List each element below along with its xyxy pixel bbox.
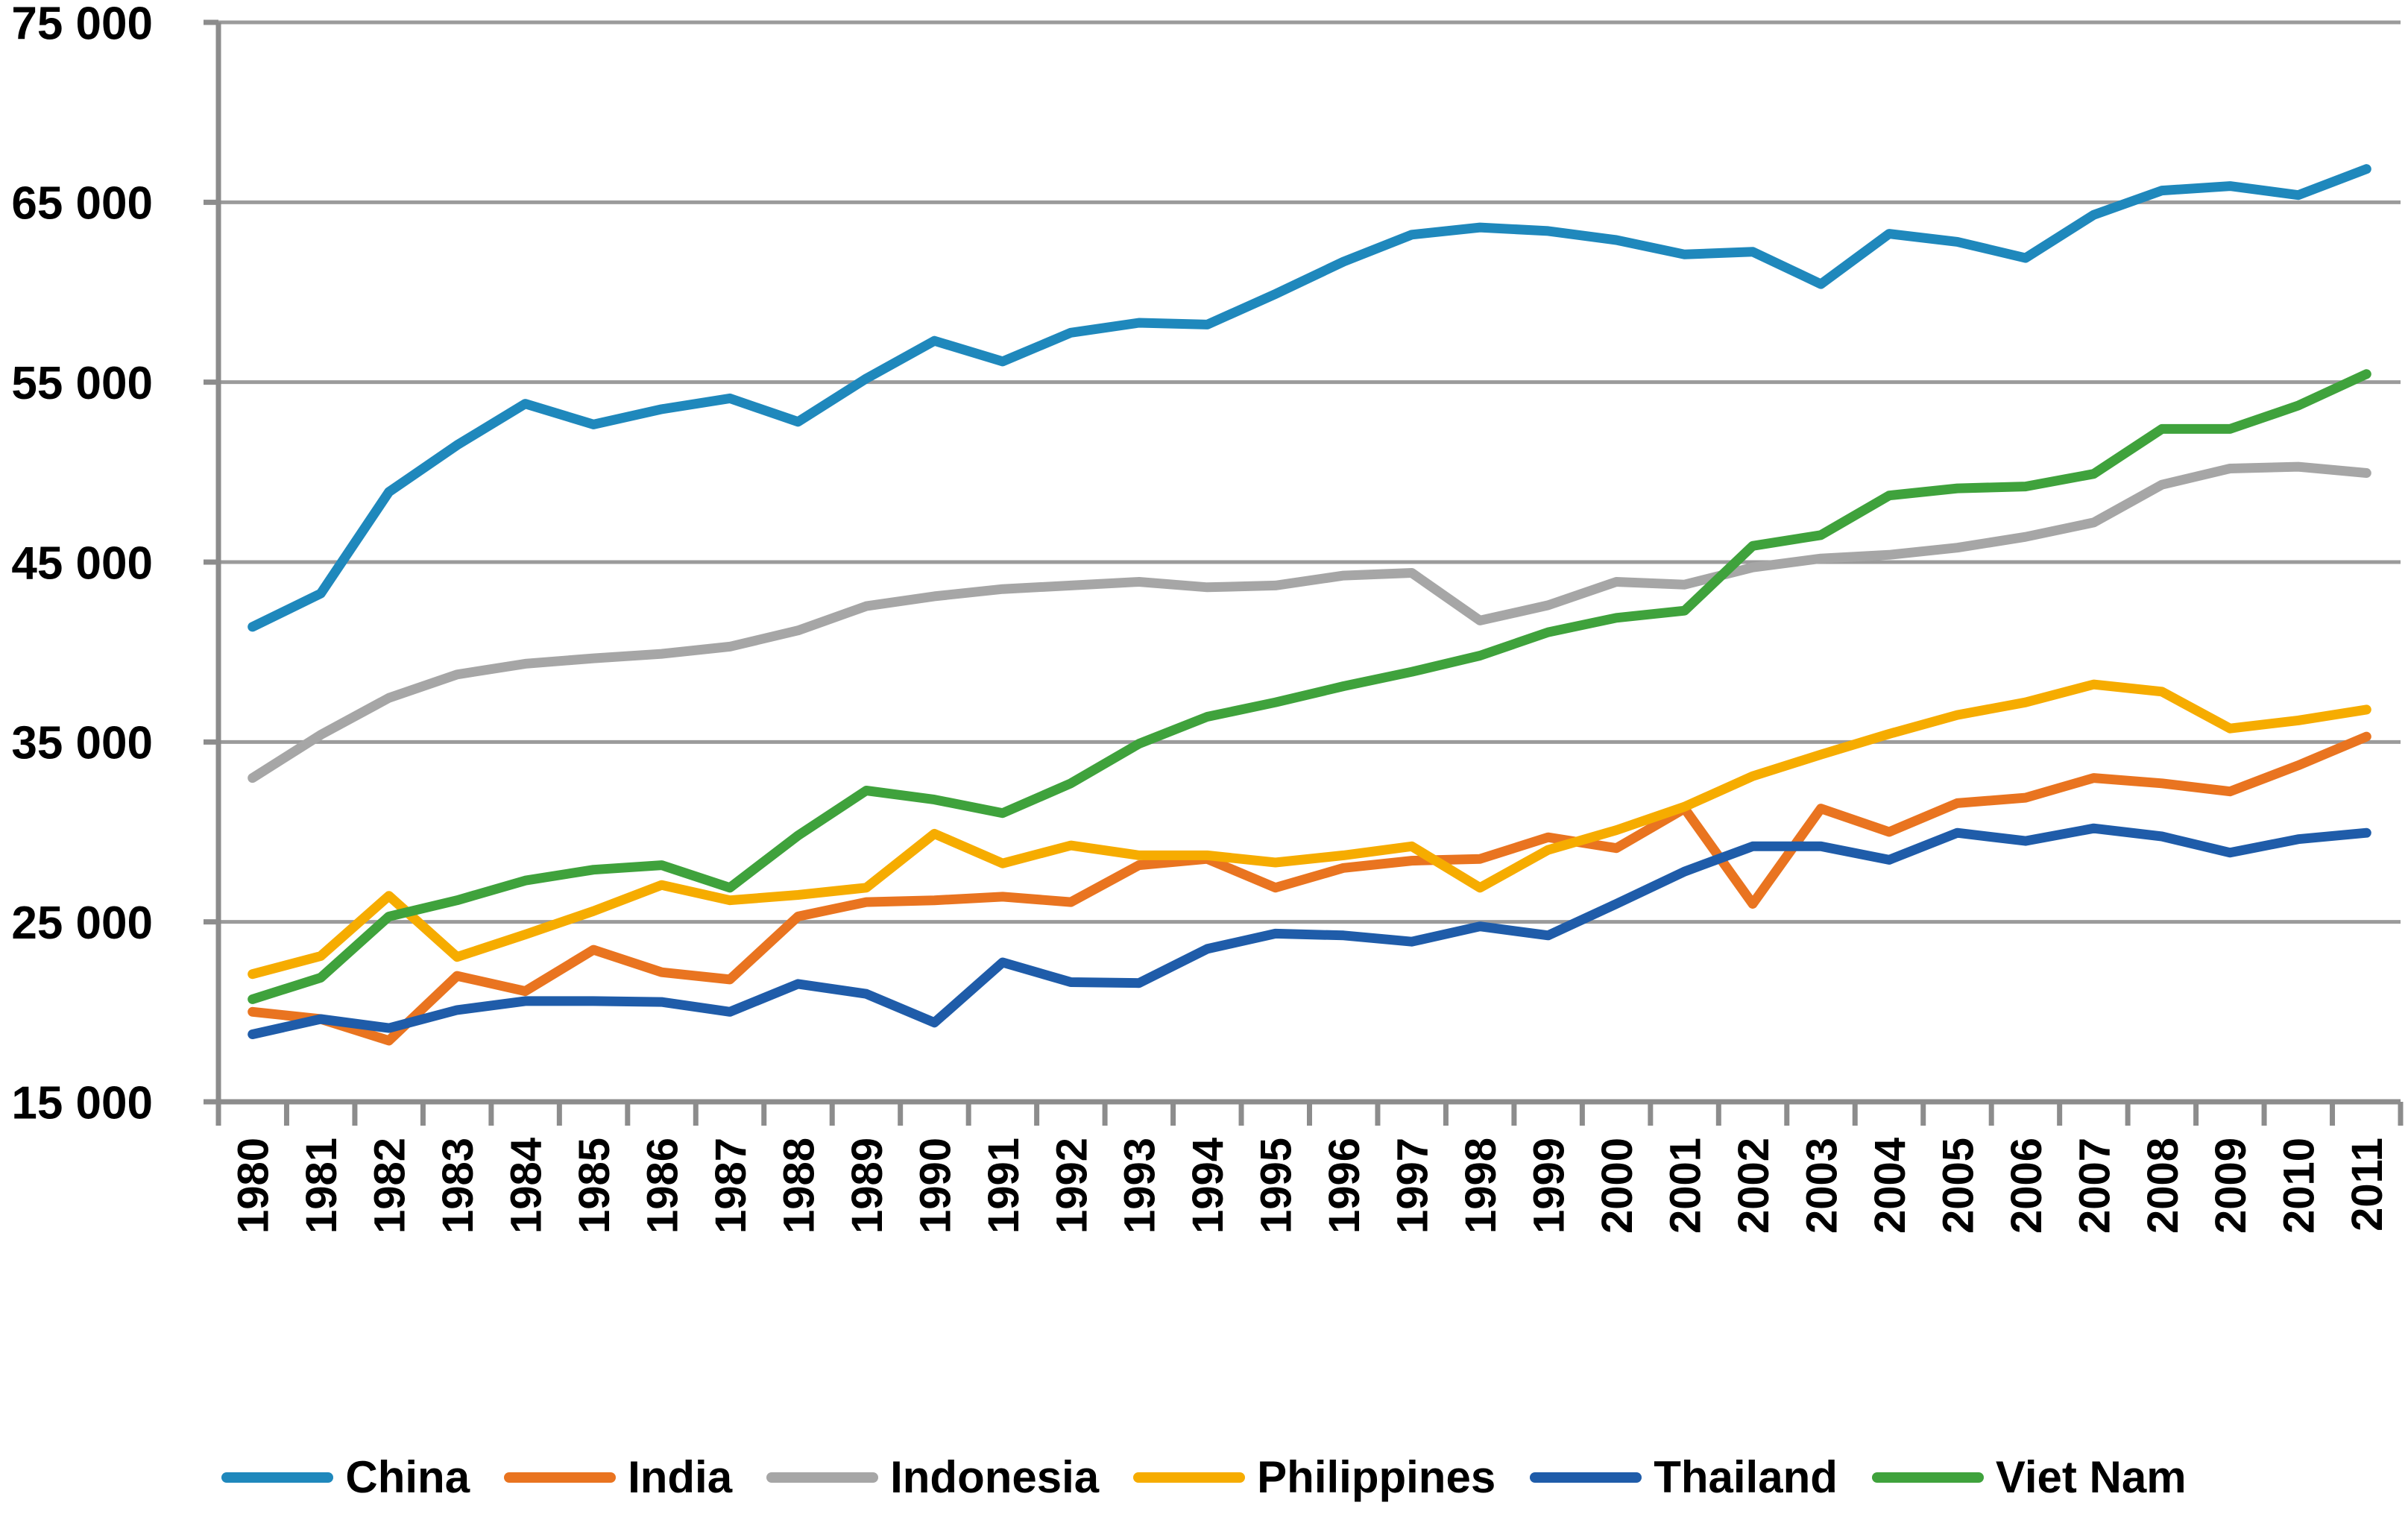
y-axis-label: 45 000 (11, 537, 153, 589)
y-axis-label: 55 000 (11, 358, 153, 409)
x-axis-label: 1999 (1525, 1138, 1574, 1234)
x-axis-label: 1995 (1252, 1138, 1301, 1234)
series-line-viet-nam (248, 369, 2371, 1004)
legend-swatch-vietnam (1871, 1472, 1984, 1483)
legend-label-vietnam: Viet Nam (1995, 1452, 2187, 1502)
x-axis-label: 1984 (502, 1138, 550, 1234)
x-axis-label: 1991 (980, 1138, 1028, 1234)
legend-item-indonesia: Indonesia (766, 1455, 1099, 1500)
x-axis-label: 2010 (2275, 1138, 2324, 1234)
x-axis-label: 1994 (1184, 1138, 1232, 1234)
legend-label-thailand: Thailand (1654, 1452, 1838, 1502)
series-line-india (248, 731, 2371, 1046)
series-line-thailand (248, 823, 2371, 1039)
legend-swatch-thailand (1530, 1472, 1642, 1483)
x-axis-label: 1988 (775, 1138, 823, 1234)
legend-item-philippines: Philippines (1133, 1455, 1495, 1500)
x-axis-label: 2002 (1730, 1138, 1778, 1234)
x-axis-label: 1998 (1457, 1138, 1505, 1234)
legend-label-philippines: Philippines (1257, 1452, 1496, 1502)
x-axis-label: 2007 (2070, 1138, 2119, 1234)
series-line-philippines (248, 679, 2371, 980)
legend-item-india: India (504, 1455, 732, 1500)
x-axis-label: 2008 (2139, 1138, 2187, 1234)
y-axis-label: 75 000 (11, 0, 153, 49)
x-axis-label: 1981 (297, 1138, 346, 1234)
legend-swatch-indonesia (766, 1472, 879, 1483)
legend-label-india: India (628, 1452, 733, 1502)
y-axis-label: 15 000 (11, 1077, 153, 1129)
x-axis-label: 1982 (366, 1138, 415, 1234)
x-axis-label: 2004 (1866, 1138, 1914, 1234)
x-axis-label: 1990 (911, 1138, 959, 1234)
x-axis-label: 1997 (1389, 1138, 1437, 1234)
y-axis-label: 35 000 (11, 718, 153, 769)
legend-swatch-india (504, 1472, 617, 1483)
legend-item-vietnam: Viet Nam (1871, 1452, 2187, 1502)
y-axis-label: 65 000 (11, 178, 153, 230)
x-axis-label: 1993 (1116, 1138, 1164, 1234)
legend-swatch-philippines (1133, 1472, 1246, 1483)
x-axis-label: 2003 (1797, 1138, 1846, 1234)
series-line-china (248, 164, 2371, 632)
x-axis-label: 1983 (434, 1138, 482, 1234)
x-axis-label: 2005 (1934, 1138, 1982, 1234)
y-axis-label: 25 000 (11, 898, 153, 949)
x-axis-label: 1985 (570, 1138, 619, 1234)
x-axis-label: 1996 (1320, 1138, 1369, 1234)
x-axis-label: 1980 (230, 1138, 278, 1234)
x-axis-label: 1987 (707, 1138, 755, 1234)
legend-label-indonesia: Indonesia (890, 1452, 1100, 1502)
x-axis-label: 1986 (638, 1138, 687, 1234)
x-axis-label: 2011 (2343, 1138, 2392, 1232)
legend-swatch-china (221, 1472, 334, 1483)
legend: China India Indonesia Philippines Thaila… (0, 1455, 2408, 1500)
x-axis-label: 2006 (2002, 1138, 2051, 1234)
x-axis-label: 1992 (1047, 1138, 1096, 1234)
legend-item-thailand: Thailand (1530, 1455, 1838, 1500)
legend-label-china: China (345, 1452, 470, 1502)
legend-item-china: China (221, 1455, 470, 1500)
x-axis-label: 2001 (1661, 1138, 1709, 1234)
x-axis-label: 2009 (2207, 1138, 2255, 1234)
series-line-indonesia (248, 461, 2371, 783)
x-axis-label: 1989 (843, 1138, 892, 1234)
x-axis-label: 2000 (1593, 1138, 1642, 1234)
